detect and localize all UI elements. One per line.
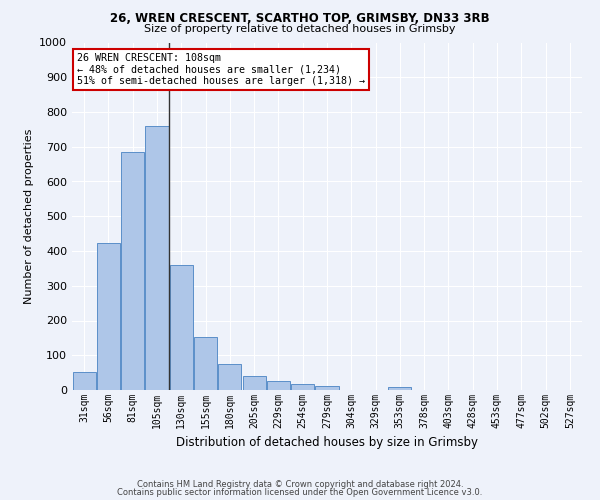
Y-axis label: Number of detached properties: Number of detached properties bbox=[23, 128, 34, 304]
Bar bbox=[218, 364, 241, 390]
Text: 26, WREN CRESCENT, SCARTHO TOP, GRIMSBY, DN33 3RB: 26, WREN CRESCENT, SCARTHO TOP, GRIMSBY,… bbox=[110, 12, 490, 26]
Bar bbox=[97, 244, 120, 390]
Bar bbox=[291, 384, 314, 390]
Bar bbox=[242, 376, 266, 390]
Text: 26 WREN CRESCENT: 108sqm
← 48% of detached houses are smaller (1,234)
51% of sem: 26 WREN CRESCENT: 108sqm ← 48% of detach… bbox=[77, 53, 365, 86]
X-axis label: Distribution of detached houses by size in Grimsby: Distribution of detached houses by size … bbox=[176, 436, 478, 450]
Text: Size of property relative to detached houses in Grimsby: Size of property relative to detached ho… bbox=[144, 24, 456, 34]
Bar bbox=[73, 372, 95, 390]
Bar bbox=[267, 380, 290, 390]
Bar bbox=[170, 265, 193, 390]
Bar bbox=[316, 386, 338, 390]
Bar bbox=[194, 337, 217, 390]
Text: Contains HM Land Registry data © Crown copyright and database right 2024.: Contains HM Land Registry data © Crown c… bbox=[137, 480, 463, 489]
Bar bbox=[388, 387, 412, 390]
Text: Contains public sector information licensed under the Open Government Licence v3: Contains public sector information licen… bbox=[118, 488, 482, 497]
Bar bbox=[121, 152, 144, 390]
Bar bbox=[145, 126, 169, 390]
